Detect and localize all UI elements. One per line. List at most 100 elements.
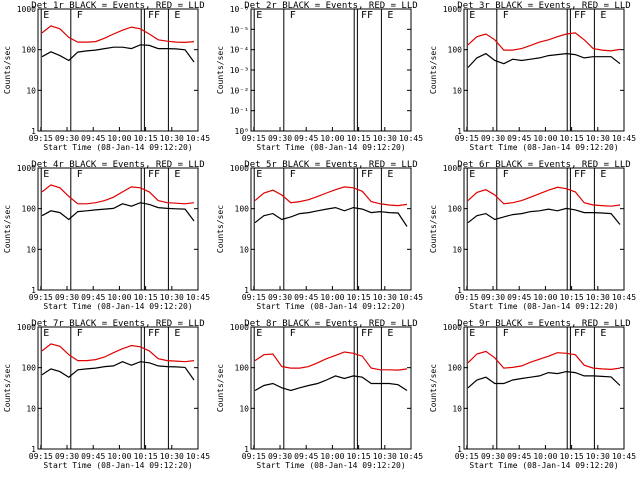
y-tick-label: 100 <box>448 205 463 214</box>
y-tick-label: 1000 <box>443 164 462 173</box>
y-axis-label: Counts/sec <box>3 46 12 94</box>
panel-6: Det 6r BLACK = Events, RED = LLD Counts/s… <box>429 160 636 311</box>
marker-label: FF <box>361 10 373 21</box>
x-tick-label: 10:30 <box>373 293 397 302</box>
x-tick-label: 10:30 <box>373 134 397 143</box>
marker-label: E <box>600 328 606 339</box>
y-tick-label: 100 <box>448 46 463 55</box>
x-tick-label: 09:45 <box>507 452 531 461</box>
x-tick-label: 10:15 <box>347 293 371 302</box>
y-tick-label: 10⁻² <box>230 86 249 95</box>
panel-title: Det 6r BLACK = Events, RED = LLD <box>457 160 630 170</box>
series-events <box>41 202 195 222</box>
panel-title: Det 1r BLACK = Events, RED = LLD <box>31 1 204 11</box>
panel-1: Det 1r BLACK = Events, RED = LLD Counts/s… <box>3 1 210 152</box>
marker-label: FF <box>361 169 373 180</box>
series-lld <box>467 350 621 371</box>
y-tick-label: 1 <box>31 127 36 136</box>
panel-title: Det 8r BLACK = Events, RED = LLD <box>244 319 417 329</box>
y-tick-label: 1 <box>244 445 249 454</box>
panel-8: Det 8r BLACK = Events, RED = LLD Counts/s… <box>216 319 423 470</box>
panel-title: Det 2r BLACK = Events, RED = LLD <box>244 1 417 11</box>
x-tick-label: 10:45 <box>186 293 210 302</box>
x-tick-label: 10:30 <box>373 452 397 461</box>
x-tick-label: 09:15 <box>242 293 266 302</box>
series-events <box>467 370 621 389</box>
marker-label: FF <box>574 10 586 21</box>
marker-label: FF <box>574 169 586 180</box>
x-tick-label: 09:15 <box>29 293 53 302</box>
y-tick-label: 10⁰ <box>235 127 249 136</box>
marker-label: E <box>43 328 49 339</box>
x-axis-label: Start Time (08-Jan-14 09:12:20) <box>469 461 618 470</box>
x-tick-label: 10:45 <box>186 452 210 461</box>
series-lld <box>254 351 408 371</box>
marker-label: FF <box>148 328 160 339</box>
y-tick-label: 1 <box>457 127 462 136</box>
y-tick-label: 10 <box>452 404 462 413</box>
x-tick-label: 09:45 <box>294 293 318 302</box>
x-tick-label: 09:30 <box>268 134 292 143</box>
marker-label: F <box>290 10 296 21</box>
y-axis-label: Counts/sec <box>3 205 12 253</box>
series-events <box>467 207 621 225</box>
x-axis-label: Start Time (08-Jan-14 09:12:20) <box>469 302 618 311</box>
panel-3: Det 3r BLACK = Events, RED = LLD Counts/s… <box>429 1 636 152</box>
x-tick-label: 10:15 <box>560 293 584 302</box>
y-axis-label: Counts/sec <box>429 205 438 253</box>
y-tick-label: 10 <box>26 86 36 95</box>
series-lld <box>467 32 621 52</box>
marker-label: E <box>387 169 393 180</box>
y-tick-label: 1 <box>31 286 36 295</box>
x-tick-label: 09:45 <box>294 134 318 143</box>
y-tick-label: 1000 <box>17 164 36 173</box>
y-axis-label: Counts/sec <box>429 364 438 412</box>
plot-frame <box>463 167 625 291</box>
x-tick-label: 09:30 <box>481 452 505 461</box>
x-tick-label: 10:15 <box>134 452 158 461</box>
x-tick-label: 09:15 <box>242 452 266 461</box>
x-tick-label: 10:15 <box>560 134 584 143</box>
marker-label: E <box>469 10 475 21</box>
panel-title: Det 9r BLACK = Events, RED = LLD <box>457 319 630 329</box>
panel-4: Det 4r BLACK = Events, RED = LLD Counts/s… <box>3 160 210 311</box>
series-events <box>41 361 195 381</box>
panel-2: Det 2r BLACK = Events, RED = LLD Counts/s… <box>216 1 423 152</box>
marker-label: E <box>43 169 49 180</box>
y-tick-label: 10⁻³ <box>230 66 249 75</box>
x-tick-label: 09:45 <box>81 134 105 143</box>
series-events <box>41 44 195 63</box>
series-events <box>467 52 621 68</box>
x-tick-label: 10:15 <box>134 134 158 143</box>
y-tick-label: 1 <box>244 286 249 295</box>
x-tick-label: 09:45 <box>507 293 531 302</box>
marker-label: E <box>174 328 180 339</box>
marker-label: E <box>256 328 262 339</box>
y-tick-label: 10⁻⁵ <box>230 25 249 34</box>
marker-label: F <box>77 169 83 180</box>
marker-label: F <box>77 10 83 21</box>
x-tick-label: 09:30 <box>55 293 79 302</box>
series-lld <box>254 186 408 207</box>
y-tick-label: 100 <box>448 364 463 373</box>
x-axis-label: Start Time (08-Jan-14 09:12:20) <box>43 302 192 311</box>
y-axis-label: Counts/sec <box>216 205 225 253</box>
marker-label: E <box>469 169 475 180</box>
marker-label: FF <box>361 328 373 339</box>
x-tick-label: 09:15 <box>242 134 266 143</box>
x-tick-label: 09:15 <box>29 134 53 143</box>
marker-label: F <box>290 169 296 180</box>
x-tick-label: 10:30 <box>160 293 184 302</box>
plot-frame <box>250 167 412 291</box>
y-axis-label: Counts/sec <box>3 364 12 412</box>
plot-frame <box>463 326 625 450</box>
y-axis-label: Counts/sec <box>429 46 438 94</box>
panel-title: Det 3r BLACK = Events, RED = LLD <box>457 1 630 11</box>
x-tick-label: 10:00 <box>533 293 557 302</box>
x-tick-label: 09:30 <box>481 293 505 302</box>
x-axis-label: Start Time (08-Jan-14 09:12:20) <box>256 461 405 470</box>
x-tick-label: 10:00 <box>320 134 344 143</box>
x-tick-label: 09:15 <box>455 452 479 461</box>
x-tick-label: 09:15 <box>455 293 479 302</box>
x-tick-label: 10:30 <box>586 134 610 143</box>
